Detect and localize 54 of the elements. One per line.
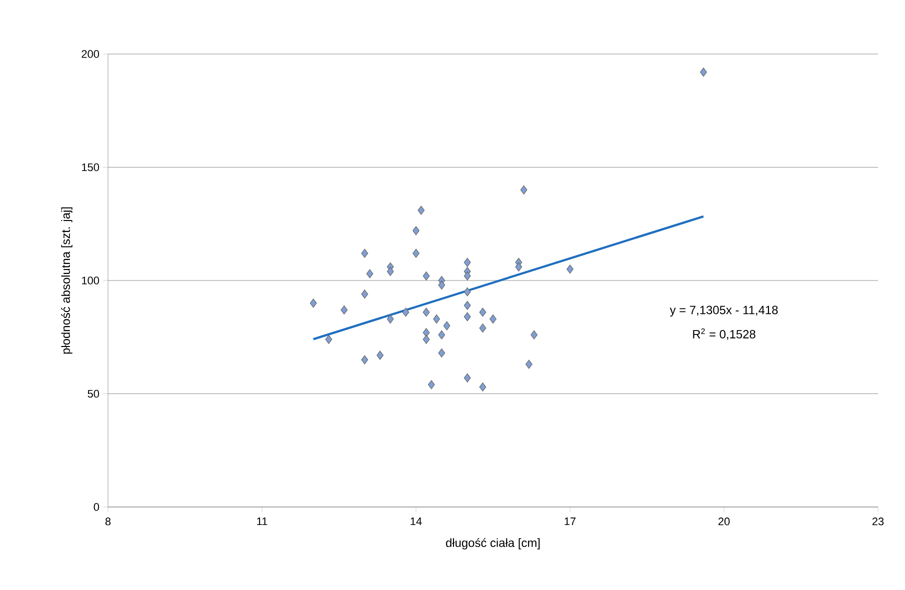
annotation: R$^{2}$ = 0,1528 — [693, 328, 756, 340]
point — [464, 258, 471, 267]
point — [464, 373, 471, 382]
point — [479, 308, 486, 317]
point — [700, 68, 707, 77]
point — [310, 298, 317, 308]
point — [386, 314, 394, 324]
x-tick-label: 20 — [718, 518, 730, 526]
point — [438, 330, 446, 340]
point — [412, 248, 420, 258]
point — [422, 271, 430, 280]
point — [361, 248, 368, 258]
point — [325, 334, 332, 344]
point — [340, 305, 348, 314]
point — [418, 206, 425, 215]
point — [433, 314, 440, 324]
x-tick-label: 8 — [105, 518, 111, 526]
x-tick-label: 23 — [872, 518, 884, 526]
point — [479, 382, 486, 392]
annotation: y = 7,1305x - 11,418 — [670, 306, 778, 317]
point — [525, 360, 532, 369]
point — [438, 348, 446, 358]
point — [479, 324, 486, 333]
point — [566, 264, 574, 274]
x-axis-title: długość ciała [cm] — [446, 538, 540, 550]
x-tick-label: 17 — [564, 518, 576, 526]
point — [464, 271, 471, 280]
point — [443, 321, 450, 330]
point — [464, 300, 471, 310]
y-tick-label: 200 — [82, 50, 100, 58]
point — [422, 334, 430, 344]
point — [530, 330, 538, 340]
point — [361, 290, 368, 299]
point — [361, 355, 368, 364]
point — [515, 262, 522, 272]
y-tick-label: 150 — [82, 163, 100, 172]
y-tick-label: 50 — [88, 390, 100, 398]
point — [490, 314, 496, 324]
point — [402, 308, 410, 317]
point — [412, 226, 420, 236]
point — [464, 312, 471, 322]
y-tick-label: 0 — [94, 503, 100, 511]
point — [428, 380, 435, 390]
x-tick-label: 11 — [257, 518, 268, 526]
y-axis-title: płodność absolutna [szt. jaj] — [61, 207, 72, 354]
point — [520, 185, 528, 194]
y-tick-label: 100 — [82, 276, 100, 284]
point — [386, 266, 394, 276]
point — [464, 287, 471, 296]
point — [366, 269, 374, 278]
point — [438, 280, 446, 290]
point — [376, 350, 384, 360]
x-tick-label: 14 — [410, 518, 422, 526]
point — [422, 308, 430, 317]
